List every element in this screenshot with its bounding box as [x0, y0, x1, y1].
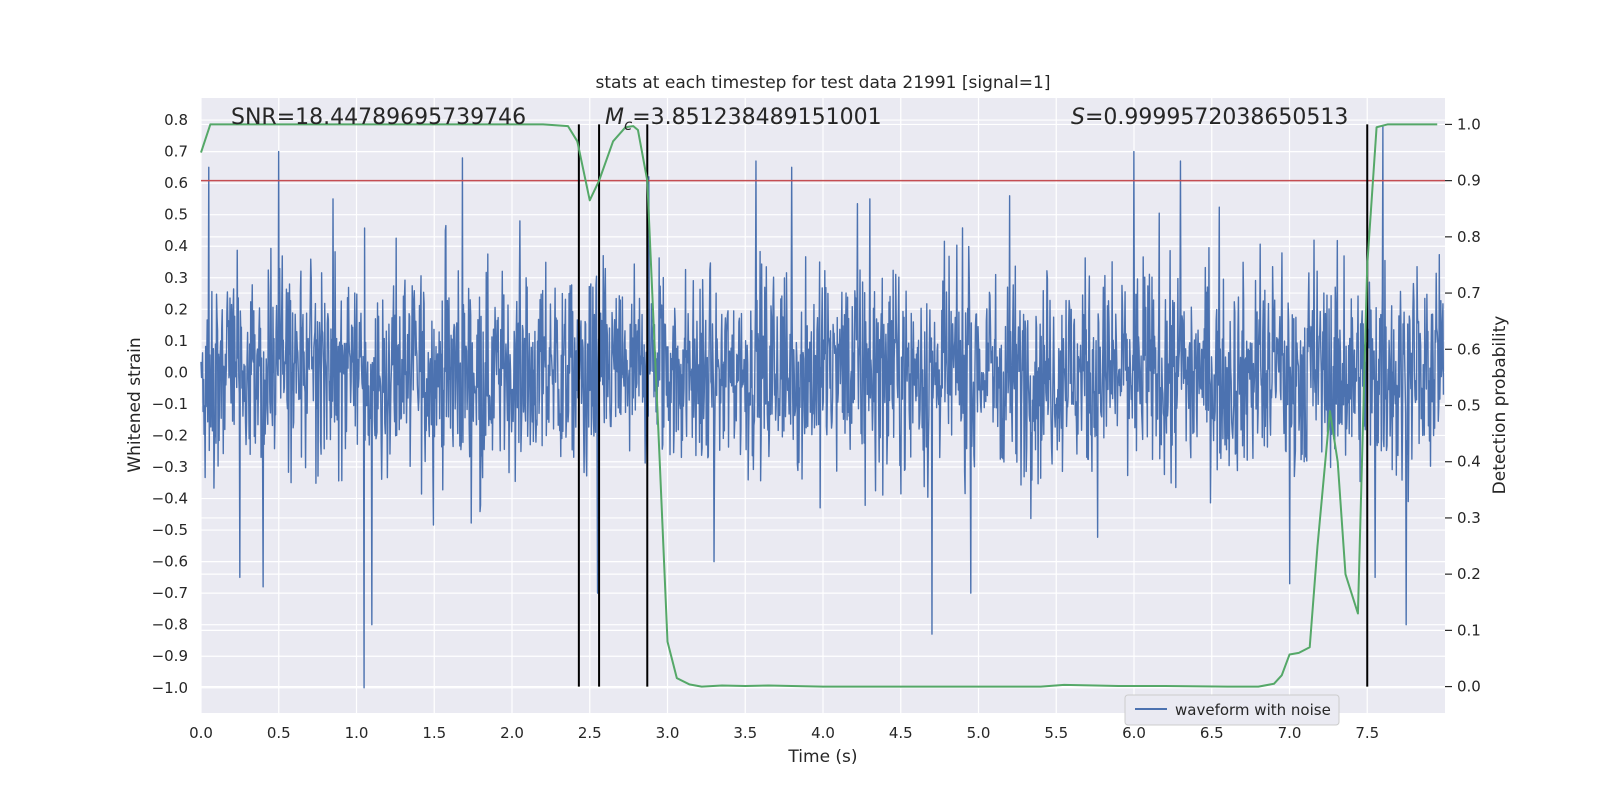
x-tick-label: 5.0 — [967, 724, 991, 742]
y2-tick-label: 0.8 — [1457, 228, 1481, 246]
y2-tick-label: 0.3 — [1457, 509, 1481, 527]
y2-tick-label: 0.0 — [1457, 678, 1481, 696]
y-tick-label: −0.1 — [152, 395, 188, 413]
strain-line — [200, 125, 1445, 689]
y-tick-label: −0.9 — [152, 647, 188, 665]
x-tick-label: 3.0 — [656, 724, 680, 742]
y-tick-label: 0.0 — [164, 363, 188, 381]
chart-title: stats at each timestep for test data 219… — [596, 73, 1051, 93]
y-tick-label: 0.5 — [164, 206, 188, 224]
x-tick-label: 7.5 — [1355, 724, 1379, 742]
y-tick-label: −0.7 — [152, 584, 188, 602]
score-symbol: S — [1071, 105, 1085, 130]
x-tick-label: 7.0 — [1278, 724, 1302, 742]
vertical-markers — [577, 124, 1369, 687]
x-tick-label: 0.5 — [267, 724, 291, 742]
x-tick-label: 2.5 — [578, 724, 602, 742]
x-tick-label: 6.0 — [1122, 724, 1146, 742]
chirp-mass-annotation: Mc=3.851238489151001 — [605, 105, 882, 134]
chirp-mass-subscript: c — [624, 116, 633, 134]
y2-tick-label: 0.7 — [1457, 284, 1481, 302]
x-tick-label: 4.5 — [889, 724, 913, 742]
y-tick-label: 0.4 — [164, 237, 188, 255]
y-tick-label: 0.1 — [164, 332, 188, 350]
y2-tick-label: 0.1 — [1457, 621, 1481, 639]
y-tick-label: 0.7 — [164, 143, 188, 161]
y-tick-label: 0.6 — [164, 174, 188, 192]
y-tick-label: −0.2 — [152, 426, 188, 444]
snr-annotation: SNR=18.44789695739746 — [231, 105, 526, 130]
x-tick-label: 4.0 — [811, 724, 835, 742]
y2-tick-label: 0.4 — [1457, 453, 1481, 471]
y2-tick-label: 0.5 — [1457, 397, 1481, 415]
score-annotation: S=0.9999572038650513 — [1071, 105, 1348, 130]
y-tick-labels: 0.8 0.7 0.6 0.5 0.4 0.3 0.2 0.1 0.0 −0.1 −0.2 −0.3 −… — [152, 111, 188, 697]
y-tick-label: −1.0 — [152, 679, 188, 697]
x-tick-label: 5.5 — [1044, 724, 1068, 742]
y-tick-label: −0.5 — [152, 521, 188, 539]
y-tick-label: 0.3 — [164, 269, 188, 287]
y2-tick-label: 1.0 — [1457, 115, 1481, 133]
y-tick-label: −0.4 — [152, 490, 188, 508]
y-tick-label: 0.2 — [164, 300, 188, 318]
x-axis-label: Time (s) — [787, 747, 857, 767]
x-tick-label: 6.5 — [1200, 724, 1224, 742]
x-tick-label: 3.5 — [733, 724, 757, 742]
legend: waveform with noise — [1124, 694, 1340, 726]
strain-series — [200, 125, 1445, 689]
x-tick-label: 2.0 — [500, 724, 524, 742]
y-axis-label: Whitened strain — [125, 337, 145, 472]
y2-tick-label: 0.2 — [1457, 565, 1481, 583]
y2-tick-labels: 1.0 0.9 0.8 0.7 0.6 0.5 0.4 0.3 0.2 0.1 0.0 — [1445, 115, 1481, 696]
y-tick-label: −0.3 — [152, 458, 188, 476]
legend-box — [1124, 694, 1340, 726]
legend-label-waveform: waveform with noise — [1175, 701, 1331, 719]
x-tick-label: 1.5 — [422, 724, 446, 742]
chirp-mass-symbol: M — [605, 105, 624, 130]
x-tick-labels: 0.0 0.5 1.0 1.5 2.0 2.5 3.0 3.5 4.0 4.5 5.0 5.5 6.0 6… — [189, 724, 1379, 742]
y2-tick-label: 0.9 — [1457, 172, 1481, 190]
y-tick-label: −0.6 — [152, 553, 188, 571]
chirp-mass-value: =3.851238489151001 — [632, 105, 881, 130]
y-tick-label: 0.8 — [164, 111, 188, 129]
y-tick-label: −0.8 — [152, 616, 188, 634]
score-value: =0.9999572038650513 — [1085, 105, 1348, 130]
probability-series — [200, 123, 1438, 688]
x-tick-label: 1.0 — [345, 724, 369, 742]
y2-axis-label: Detection probability — [1490, 316, 1510, 495]
y2-tick-label: 0.6 — [1457, 340, 1481, 358]
probability-line — [200, 123, 1438, 688]
x-tick-label: 0.0 — [189, 724, 213, 742]
